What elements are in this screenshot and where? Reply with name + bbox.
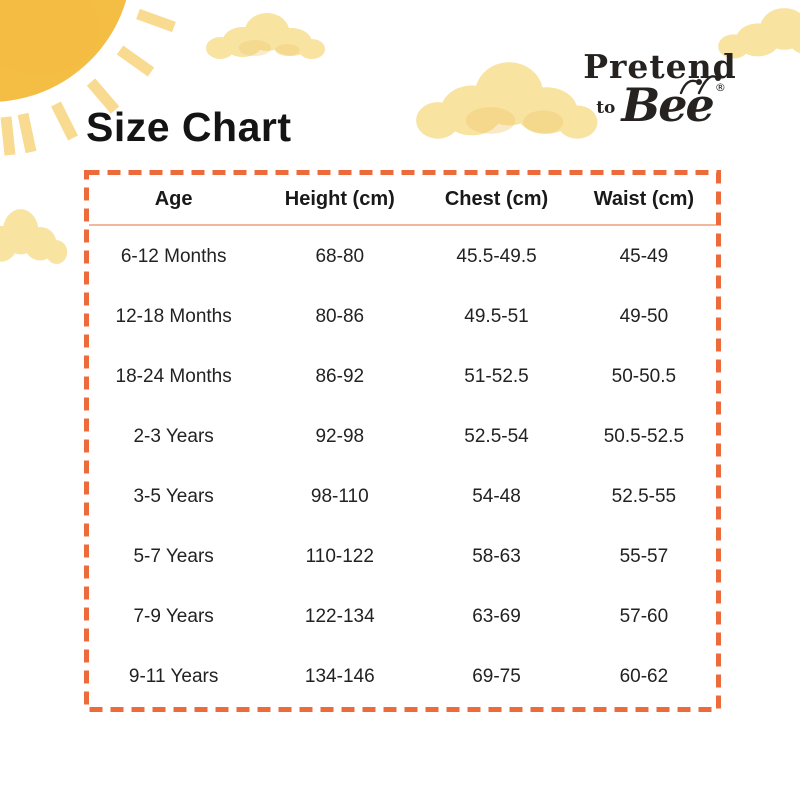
cloud-icon — [416, 62, 598, 139]
table-row: 18-24 Months 86-92 51-52.5 50-50.5 — [89, 347, 716, 407]
page-title: Size Chart — [86, 104, 292, 150]
cloud-icon — [718, 8, 800, 59]
table-cell: 63-69 — [472, 606, 521, 628]
table-cell: 45-49 — [619, 245, 669, 267]
table-row: 2-3 Years 92-98 52.5-54 50.5-52.5 — [89, 407, 716, 467]
table-cell: 52.5-55 — [611, 486, 677, 508]
column-header-chest: Chest (cm) — [421, 175, 572, 226]
size-table-body: 6-12 Months 68-80 45.5-49.5 45-49 12-18 Mont… — [89, 225, 716, 707]
cloud-icon — [206, 13, 325, 59]
sun-icon — [0, 0, 176, 156]
table-cell: 5-7 Years — [133, 546, 214, 568]
table-cell: 98-110 — [310, 486, 369, 508]
table-cell: 54-48 — [472, 486, 521, 508]
table-cell: 12-18 Months — [115, 306, 232, 328]
size-table-grid: Age Height (cm) Chest (cm) Waist (cm) 6-… — [89, 175, 716, 707]
table-cell: 6-12 Months — [120, 245, 227, 267]
table-cell: 18-24 Months — [115, 366, 232, 388]
column-header-age: Age — [89, 175, 259, 226]
table-cell: 51-52.5 — [464, 366, 529, 388]
table-row: 7-9 Years 122-134 63-69 57-60 — [89, 587, 716, 647]
table-cell: 58-63 — [472, 546, 521, 568]
table-row: 5-7 Years 110-122 58-63 55-57 — [89, 527, 716, 587]
table-cell: 49.5-51 — [464, 306, 529, 328]
table-header-row: Age Height (cm) Chest (cm) Waist (cm) — [89, 175, 716, 226]
logo-word-to: to — [596, 98, 616, 118]
table-cell: 49-50 — [619, 306, 669, 328]
table-cell: 69-75 — [472, 666, 521, 688]
table-cell: 2-3 Years — [133, 426, 214, 448]
size-table: Age Height (cm) Chest (cm) Waist (cm) 6-… — [84, 170, 721, 712]
table-row: 12-18 Months 80-86 49.5-51 49-50 — [89, 287, 716, 347]
column-header-height: Height (cm) — [258, 175, 422, 226]
logo-bee-wrap: Bee — [621, 75, 721, 128]
table-cell: 50-50.5 — [611, 366, 677, 388]
cloud-icon — [0, 209, 68, 265]
column-header-waist: Waist (cm) — [571, 175, 716, 226]
table-cell: 50.5-52.5 — [603, 426, 685, 448]
logo-line2: to Bee ® — [570, 75, 750, 128]
table-cell: 80-86 — [315, 306, 365, 328]
table-cell: 60-62 — [619, 666, 669, 688]
registered-trademark: ® — [714, 81, 726, 94]
table-cell: 110-122 — [305, 546, 374, 568]
table-row: 6-12 Months 68-80 45.5-49.5 45-49 — [89, 225, 716, 287]
table-row: 3-5 Years 98-110 54-48 52.5-55 — [89, 467, 716, 527]
table-cell: 7-9 Years — [133, 606, 214, 628]
table-cell: 122-134 — [304, 606, 375, 628]
table-cell: 57-60 — [619, 606, 669, 628]
table-cell: 45.5-49.5 — [456, 245, 537, 267]
brand-logo: Pretend to Bee ® — [570, 50, 750, 128]
table-cell: 86-92 — [315, 366, 365, 388]
table-cell: 52.5-54 — [464, 426, 529, 448]
table-cell: 9-11 Years — [128, 666, 219, 688]
table-row: 9-11 Years 134-146 69-75 60-62 — [89, 647, 716, 707]
table-cell: 92-98 — [315, 426, 365, 448]
bee-antennae-icon — [679, 75, 721, 95]
table-cell: 3-5 Years — [133, 486, 214, 508]
table-cell: 55-57 — [619, 546, 669, 568]
table-cell: 68-80 — [315, 245, 365, 267]
table-cell: 134-146 — [304, 666, 375, 688]
